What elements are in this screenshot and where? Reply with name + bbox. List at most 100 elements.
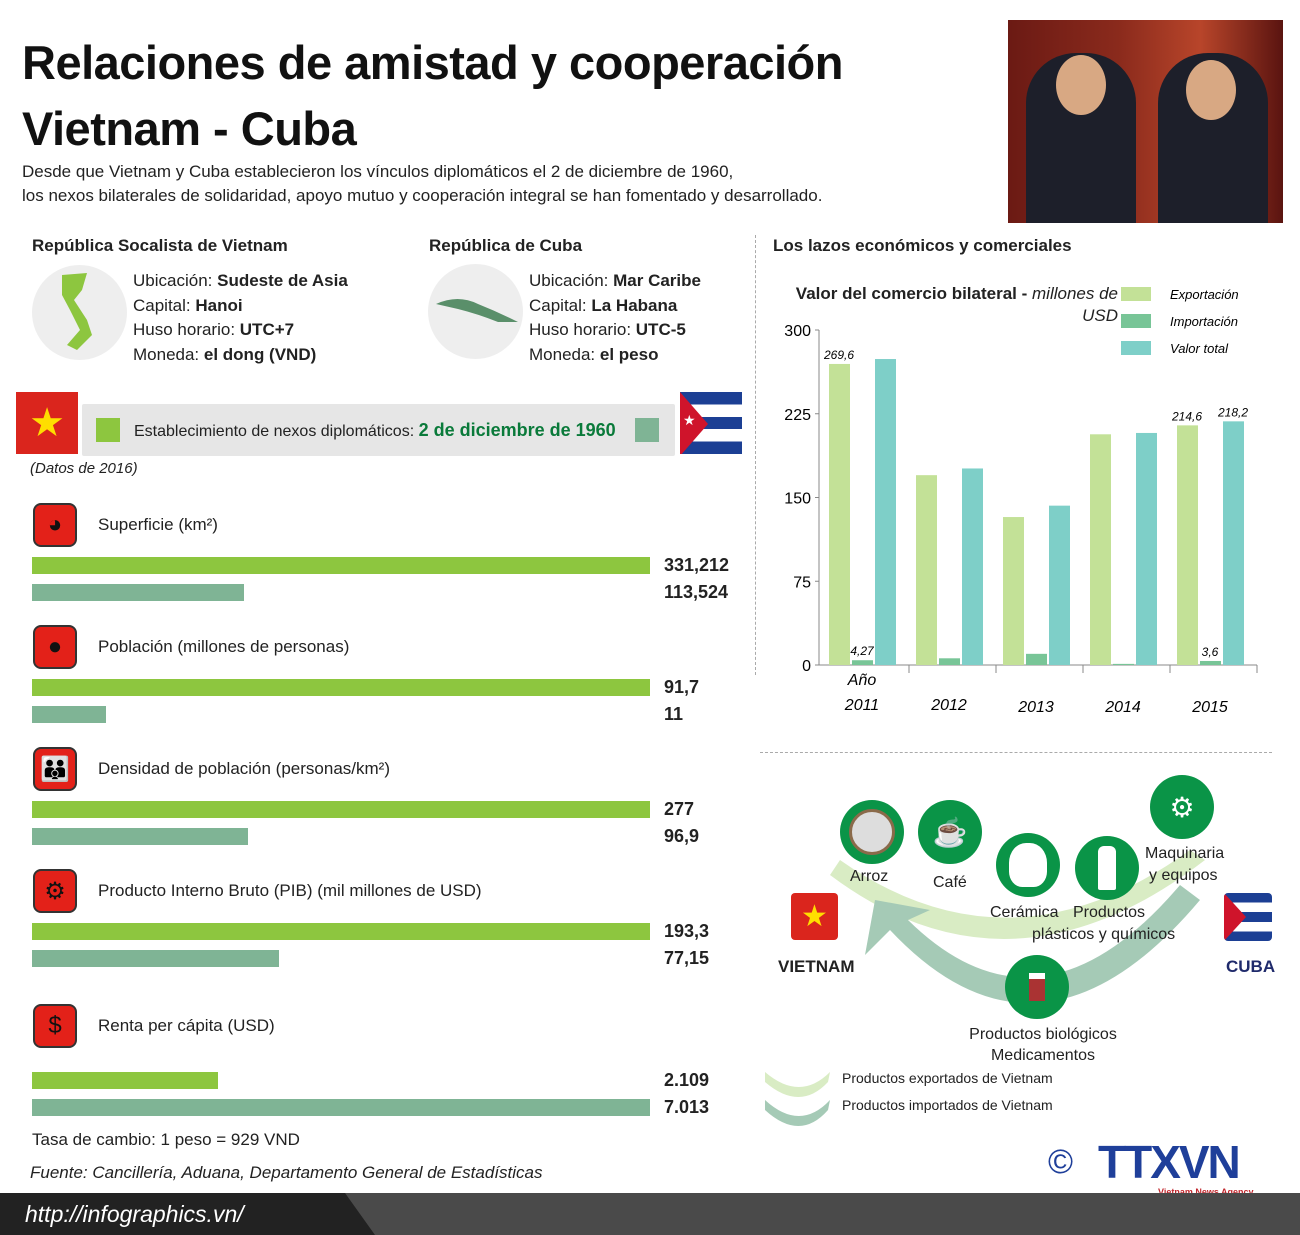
- logo-subtitle: Vietnam News Agency: [1158, 1187, 1254, 1197]
- stat-label: Población (millones de personas): [98, 637, 350, 656]
- section-divider-horizontal: [760, 752, 1272, 753]
- title-line-2: Vietnam - Cuba: [22, 102, 357, 155]
- cuba-flag-icon: ★: [680, 392, 742, 454]
- vietnam-name: República Socalista de Vietnam: [32, 236, 288, 255]
- bar-exportación-2014: [1090, 434, 1111, 665]
- legend-import-arrow: [765, 1100, 830, 1126]
- import-biologicos: Productos biológicos: [969, 1026, 1117, 1043]
- intro-text: Desde que Vietnam y Cuba establecieron l…: [22, 160, 822, 208]
- y-tick-label: 75: [793, 574, 811, 591]
- cuba-location-label: Ubicación:: [529, 271, 614, 290]
- source-url[interactable]: http://infographics.vn/: [25, 1201, 244, 1227]
- stat-label: Producto Interno Bruto (PIB) (mil millon…: [98, 881, 482, 900]
- vietnam-info: Ubicación: Sudeste de Asia Capital: Hano…: [133, 269, 348, 367]
- legend-export-arrow: [765, 1072, 830, 1097]
- vietnam-currency: el dong (VND): [203, 344, 317, 364]
- export-maquinaria: Maquinaria: [1145, 845, 1225, 862]
- legend-label: Importación: [1170, 314, 1238, 329]
- legend-import-label: Productos importados de Vietnam: [842, 1097, 1053, 1113]
- stat-label: Renta per cápita (USD): [98, 1016, 275, 1035]
- cuba-value: 7.013: [664, 1097, 710, 1117]
- bar-importación-2015: [1200, 660, 1221, 665]
- cuba-bar: [32, 1099, 650, 1116]
- data-year-note: (Datos de 2016): [30, 460, 138, 477]
- people-group-icon: 👪: [33, 747, 77, 791]
- data-label: 218,2: [1217, 405, 1248, 419]
- vietnam-timezone: UTC+7: [239, 320, 295, 339]
- export-plasticos: plásticos y químicos: [1032, 926, 1176, 943]
- chart-title-main: Valor del comercio bilateral -: [795, 284, 1032, 303]
- vietnam-capital: Hanoi: [195, 295, 243, 315]
- legend-export-label: Productos exportados de Vietnam: [842, 1070, 1053, 1086]
- y-tick-label: 225: [784, 407, 811, 424]
- bar-importación-2014: [1113, 663, 1134, 665]
- footer-bar: [0, 1193, 1300, 1235]
- cuba-bar: [32, 584, 244, 601]
- diplomatic-label: Establecimiento de nexos diplomáticos:: [134, 423, 419, 440]
- page-title: Relaciones de amistad y cooperación Vietn…: [22, 30, 843, 162]
- bar-valor-total-2011: [875, 359, 896, 665]
- legend-swatch: [1121, 341, 1151, 355]
- exchange-rate: Tasa de cambio: 1 peso = 929 VND: [32, 1130, 300, 1149]
- cuba-name: República de Cuba: [429, 236, 583, 255]
- vietnam-value: 277: [664, 799, 695, 819]
- gears-icon: ⚙: [33, 869, 77, 913]
- diplomatic-relations-banner: Establecimiento de nexos diplomáticos: 2…: [82, 404, 675, 456]
- vietnam-value: 91,7: [664, 677, 700, 697]
- stat-label: Superficie (km²): [98, 515, 218, 534]
- vietnam-bar: [32, 1072, 218, 1089]
- bar-exportación-2012: [916, 475, 937, 665]
- bar-valor-total-2013: [1049, 505, 1070, 665]
- export-arroz: Arroz: [850, 868, 889, 885]
- data-label: 4,27: [850, 644, 875, 658]
- bar-valor-total-2015: [1223, 421, 1244, 665]
- import-arrow: [865, 885, 1200, 1004]
- bar-exportación-2013: [1003, 517, 1024, 665]
- ceramic-vase-icon: [996, 833, 1060, 897]
- data-label: 269,6: [823, 348, 854, 362]
- rice-icon: [840, 800, 904, 864]
- gear-icon: ⚙: [1150, 775, 1214, 839]
- trade-cuba-label: CUBA: [1226, 957, 1276, 976]
- cuba-color-key: [635, 418, 659, 442]
- diplomatic-text: Establecimiento de nexos diplomáticos: 2…: [134, 419, 616, 443]
- trade-flow-diagram: [765, 850, 1205, 1126]
- x-tick-label: 2012: [930, 697, 967, 714]
- legend-swatch: [1121, 314, 1151, 328]
- export-equipos: y equipos: [1149, 867, 1218, 884]
- y-tick-label: 0: [802, 658, 811, 675]
- legend-label: Valor total: [1170, 341, 1229, 356]
- vietnam-bar: [32, 679, 650, 696]
- cuba-flag-icon-small: [1224, 893, 1272, 941]
- cuba-value: 11: [664, 704, 684, 724]
- bar-valor-total-2012: [962, 468, 983, 665]
- stat-label: Densidad de población (personas/km²): [98, 759, 390, 778]
- cuba-timezone: UTC-5: [635, 320, 686, 339]
- copyright-icon: ©: [1048, 1143, 1074, 1181]
- bar-valor-total-2014: [1136, 432, 1157, 665]
- intro-line-1: Desde que Vietnam y Cuba establecieron l…: [22, 162, 734, 181]
- source: Fuente: Cancillería, Aduana, Departament…: [30, 1163, 543, 1182]
- data-label: 214,6: [1171, 409, 1202, 423]
- vietnam-flag-icon-small: ★: [791, 893, 838, 940]
- cuba-value: 77,15: [664, 948, 710, 968]
- cuba-bar: [32, 950, 279, 967]
- title-line-1: Relaciones de amistad y cooperación: [22, 36, 843, 89]
- cuba-capital-label: Capital:: [529, 295, 592, 315]
- export-cafe: Café: [933, 874, 967, 891]
- diplomatic-date: 2 de diciembre de 1960: [418, 420, 616, 440]
- vietnam-map-icon: [32, 265, 127, 360]
- bar-exportación-2011: [829, 363, 850, 665]
- person-icon: ●: [33, 625, 77, 669]
- person-right-head: [1186, 60, 1236, 120]
- cuba-value: 96,9: [664, 826, 700, 846]
- vietnam-value: 2.109: [664, 1070, 710, 1090]
- cuba-currency: el peso: [599, 344, 659, 364]
- legend-label: Exportación: [1170, 287, 1239, 302]
- cuba-info: Ubicación: Mar Caribe Capital: La Habana…: [529, 269, 701, 367]
- export-arrow: [830, 850, 1205, 939]
- footer-tab: [0, 1193, 375, 1235]
- person-left-head: [1056, 55, 1106, 115]
- bar-exportación-2015: [1177, 425, 1198, 665]
- pie-chart-icon: ◕: [33, 503, 77, 547]
